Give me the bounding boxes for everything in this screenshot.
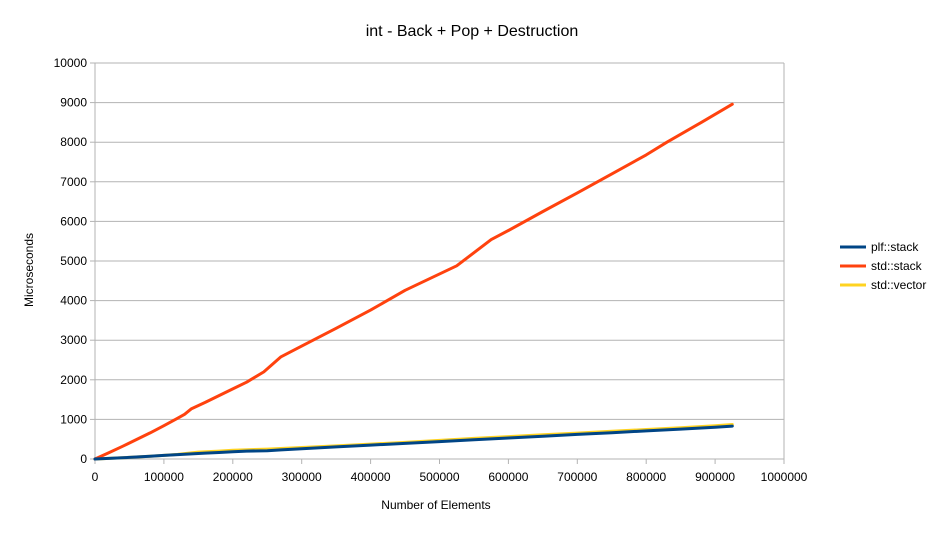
x-tick-label: 1000000 (761, 470, 808, 484)
y-tick-label: 6000 (60, 214, 87, 228)
legend-label-plf-stack: plf::stack (871, 240, 919, 254)
x-tick-label: 400000 (351, 470, 391, 484)
y-tick-label: 1000 (60, 412, 87, 426)
y-tick-label: 7000 (60, 175, 87, 189)
y-tick-label: 9000 (60, 96, 87, 110)
x-tick-label: 600000 (488, 470, 528, 484)
chart-title: int - Back + Pop + Destruction (366, 23, 579, 40)
series-line-plf-stack (93, 424, 734, 461)
x-tick-label: 700000 (557, 470, 597, 484)
x-tick-label: 0 (92, 470, 99, 484)
x-tick-label: 300000 (282, 470, 322, 484)
y-tick-label: 4000 (60, 294, 87, 308)
legend-label-std-stack: std::stack (871, 259, 923, 273)
gridlines (95, 62, 785, 460)
y-tick-label: 8000 (60, 135, 87, 149)
y-tick-label: 5000 (60, 254, 87, 268)
legend-label-std-vector: std::vector (871, 278, 926, 292)
y-tick-label: 2000 (60, 373, 87, 387)
y-tick-label: 0 (80, 452, 87, 466)
y-axis-label: Microseconds (22, 233, 36, 307)
x-tick-label: 200000 (213, 470, 253, 484)
x-tick-label: 800000 (626, 470, 666, 484)
y-tick-label: 3000 (60, 333, 87, 347)
x-tick-label: 100000 (144, 470, 184, 484)
x-tick-label: 900000 (695, 470, 735, 484)
y-tick-label: 10000 (54, 56, 88, 70)
axes: 0 1000 2000 3000 4000 5000 6000 7000 8000 9000 100… (54, 56, 808, 484)
x-axis-label: Number of Elements (381, 498, 490, 512)
series-lines (93, 102, 734, 461)
x-tick-label: 500000 (419, 470, 459, 484)
series-line-std-stack (93, 102, 734, 461)
